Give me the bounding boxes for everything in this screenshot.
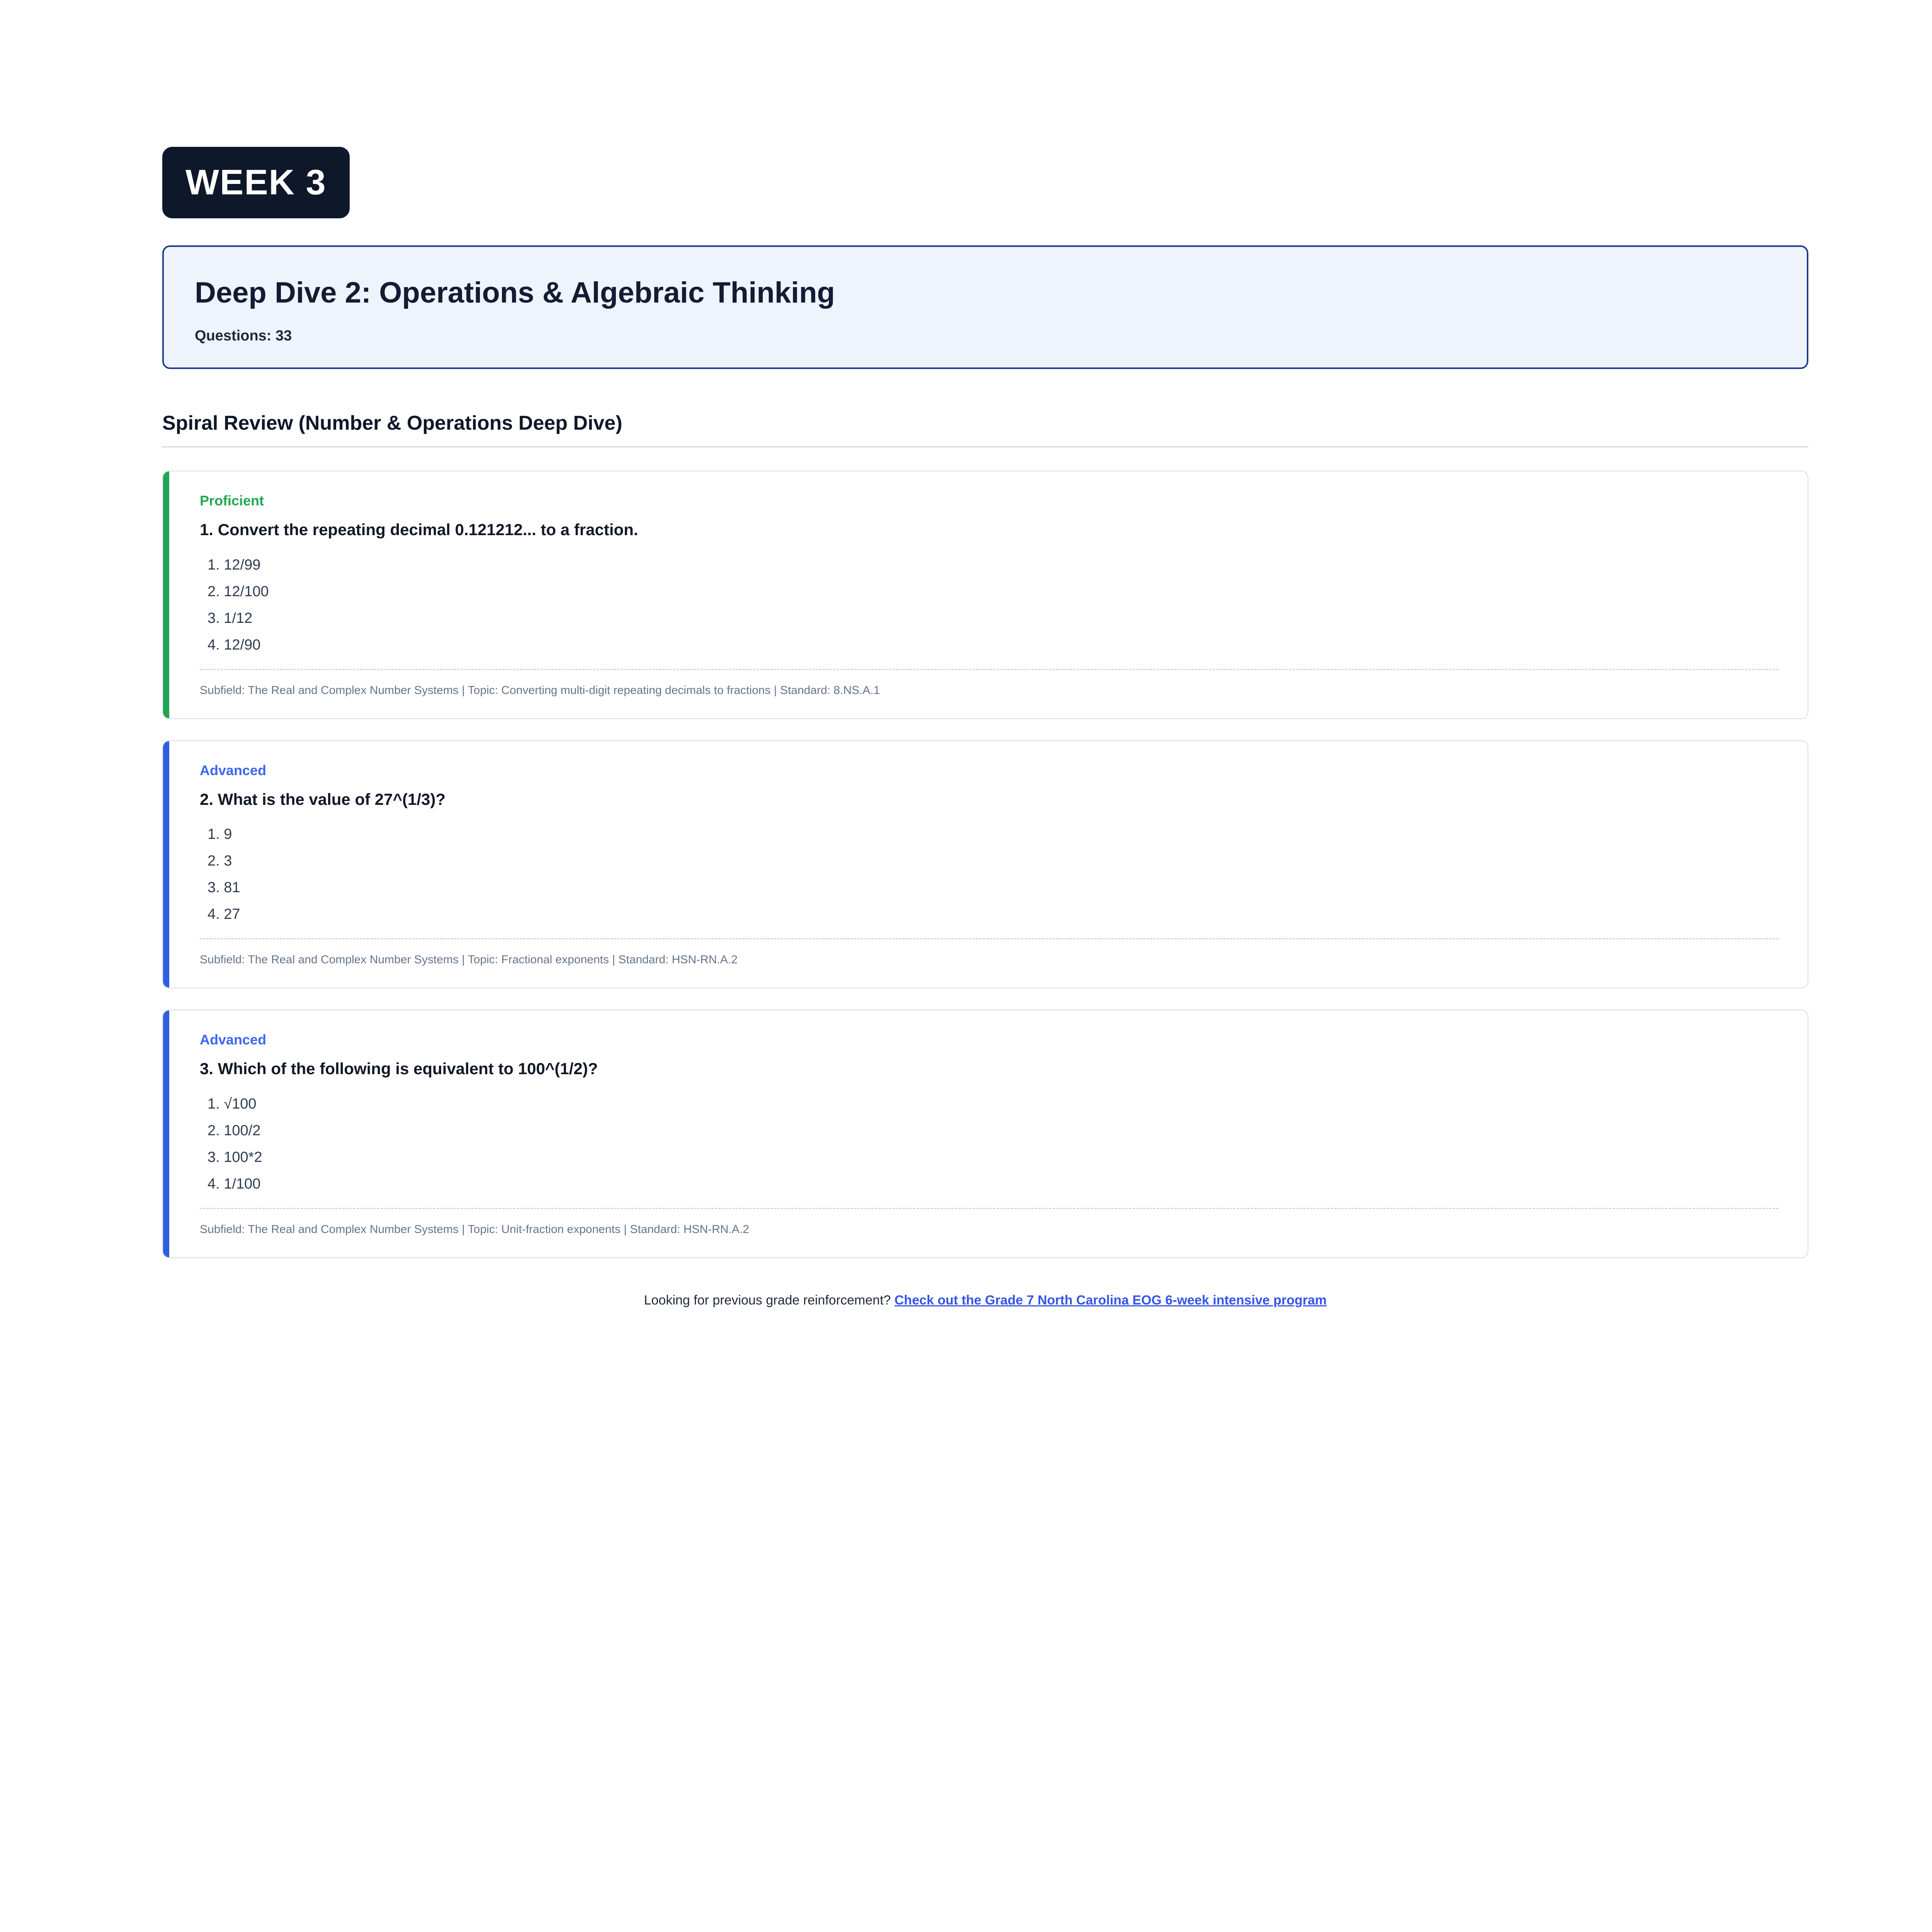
meta-divider-3 (200, 1208, 1779, 1209)
options-list-2: 1. 9 2. 3 3. 81 4. 27 (200, 826, 1779, 923)
option-1-4[interactable]: 4. 12/90 (200, 637, 1779, 653)
questions-list: Proficient 1. Convert the repeating deci… (162, 471, 1808, 1258)
question-card-2: Advanced 2. What is the value of 27^(1/3… (162, 740, 1808, 989)
option-1-2[interactable]: 2. 12/100 (200, 583, 1779, 600)
option-2-3[interactable]: 3. 81 (200, 879, 1779, 896)
worksheet-page: WEEK 3 Deep Dive 2: Operations & Algebra… (162, 147, 1808, 1308)
option-3-3[interactable]: 3. 100*2 (200, 1149, 1779, 1166)
grade7-program-link[interactable]: Check out the Grade 7 North Carolina EOG… (895, 1293, 1327, 1308)
footer-prefix-text: Looking for previous grade reinforcement… (644, 1293, 891, 1308)
question-card-1: Proficient 1. Convert the repeating deci… (162, 471, 1808, 719)
options-list-1: 1. 12/99 2. 12/100 3. 1/12 4. 12/90 (200, 557, 1779, 653)
level-badge-3: Advanced (200, 1032, 1779, 1048)
week-badge: WEEK 3 (162, 147, 350, 218)
options-list-3: 1. √100 2. 100/2 3. 100*2 4. 1/100 (200, 1096, 1779, 1192)
level-badge-2: Advanced (200, 762, 1779, 779)
meta-text-1: Subfield: The Real and Complex Number Sy… (200, 682, 1779, 699)
option-1-1[interactable]: 1. 12/99 (200, 557, 1779, 573)
section-divider (162, 446, 1808, 447)
footer-bar: Looking for previous grade reinforcement… (162, 1293, 1808, 1308)
option-2-1[interactable]: 1. 9 (200, 826, 1779, 843)
option-1-3[interactable]: 3. 1/12 (200, 610, 1779, 627)
option-2-2[interactable]: 2. 3 (200, 853, 1779, 869)
question-card-3: Advanced 3. Which of the following is eq… (162, 1010, 1808, 1258)
meta-divider-2 (200, 938, 1779, 939)
section-heading: Spiral Review (Number & Operations Deep … (162, 412, 1808, 435)
option-3-4[interactable]: 4. 1/100 (200, 1176, 1779, 1192)
option-2-4[interactable]: 4. 27 (200, 906, 1779, 923)
question-text-2: 2. What is the value of 27^(1/3)? (200, 788, 1779, 811)
question-text-1: 1. Convert the repeating decimal 0.12121… (200, 519, 1779, 541)
question-text-3: 3. Which of the following is equivalent … (200, 1058, 1779, 1080)
questions-count-label: Questions: 33 (195, 328, 1776, 344)
option-3-2[interactable]: 2. 100/2 (200, 1122, 1779, 1139)
level-badge-1: Proficient (200, 493, 1779, 509)
meta-text-2: Subfield: The Real and Complex Number Sy… (200, 951, 1779, 968)
title-info-box: Deep Dive 2: Operations & Algebraic Thin… (162, 245, 1808, 369)
option-3-1[interactable]: 1. √100 (200, 1096, 1779, 1112)
meta-divider-1 (200, 669, 1779, 670)
deep-dive-title: Deep Dive 2: Operations & Algebraic Thin… (195, 274, 1776, 312)
meta-text-3: Subfield: The Real and Complex Number Sy… (200, 1221, 1779, 1238)
